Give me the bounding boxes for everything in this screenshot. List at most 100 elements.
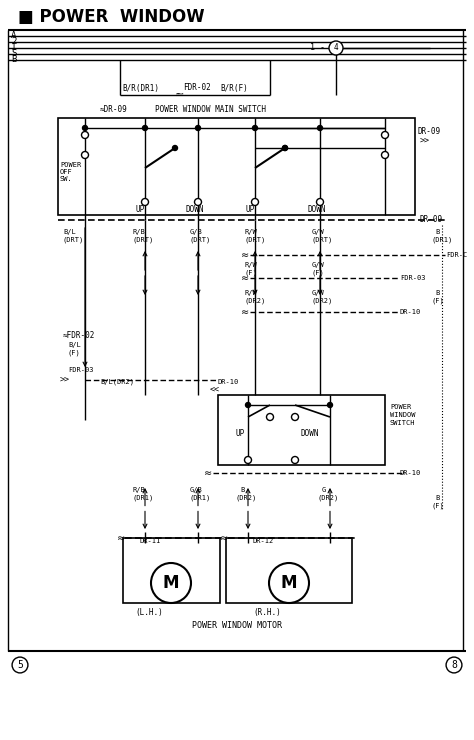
Circle shape [328,403,332,408]
Text: FDR-03: FDR-03 [68,367,93,373]
Text: G/W: G/W [312,262,325,268]
Text: ≈FDR-02: ≈FDR-02 [63,331,95,340]
Text: R/B: R/B [133,229,146,235]
Circle shape [194,198,201,206]
Text: (DR2): (DR2) [236,495,257,501]
Circle shape [318,126,322,130]
Circle shape [245,457,252,463]
Circle shape [283,146,288,150]
Circle shape [151,563,191,603]
Circle shape [143,126,147,130]
Text: (DR2): (DR2) [318,495,339,501]
Text: G/B: G/B [190,487,203,493]
Text: SWITCH: SWITCH [390,420,416,426]
Text: FDR-03: FDR-03 [400,275,426,281]
Text: ≈: ≈ [241,250,249,260]
Text: DR-09: DR-09 [420,215,443,224]
Circle shape [82,126,88,130]
Text: UP: UP [136,206,145,215]
Circle shape [269,563,309,603]
Text: M: M [281,574,297,592]
Text: UP: UP [236,428,245,437]
Text: 1 -: 1 - [310,44,325,53]
Text: DR-10: DR-10 [400,309,421,315]
Text: R/W: R/W [245,229,258,235]
Text: DR-12: DR-12 [253,538,274,544]
Circle shape [173,146,177,150]
Text: (DRT): (DRT) [133,237,154,243]
Text: ≈: ≈ [241,273,249,283]
Text: B: B [435,495,439,501]
Text: DR-10: DR-10 [218,379,239,385]
Text: >>: >> [60,375,70,385]
Text: S: S [11,50,17,58]
Text: (DR2): (DR2) [312,297,333,304]
Text: SW.: SW. [60,176,73,182]
Text: POWER: POWER [390,404,411,410]
Text: POWER: POWER [60,162,81,168]
Text: ■ POWER  WINDOW: ■ POWER WINDOW [18,8,205,26]
Text: (DR1): (DR1) [190,495,211,501]
Text: (DRT): (DRT) [312,237,333,243]
Text: G: G [322,487,326,493]
Text: ≈: ≈ [220,533,228,543]
Text: ≈: ≈ [241,307,249,317]
Text: B/R(F): B/R(F) [220,84,248,92]
Circle shape [195,126,201,130]
Text: ≈: ≈ [175,90,185,100]
Text: A: A [11,32,17,41]
Text: POWER WINDOW MAIN SWITCH: POWER WINDOW MAIN SWITCH [155,106,266,115]
Text: G/B: G/B [190,229,203,235]
Text: B/L(DR2): B/L(DR2) [100,379,134,386]
Text: ≈: ≈ [117,533,125,543]
Text: 4: 4 [334,44,338,53]
Circle shape [246,403,250,408]
Text: (DR2): (DR2) [245,297,266,304]
Text: DOWN: DOWN [301,428,319,437]
Circle shape [253,126,257,130]
Text: B/R(DR1): B/R(DR1) [122,84,159,92]
Text: 1: 1 [11,44,17,53]
Text: WINDOW: WINDOW [390,412,416,418]
Circle shape [142,198,148,206]
Text: M: M [163,574,179,592]
Text: B: B [435,229,439,235]
Text: DR-09: DR-09 [418,127,441,136]
Circle shape [266,414,273,420]
Circle shape [292,414,299,420]
Bar [58,118,415,215]
Circle shape [382,152,389,158]
Circle shape [252,198,258,206]
Text: (F): (F) [432,502,445,509]
Text: OFF: OFF [60,169,73,175]
Text: R/W: R/W [245,262,258,268]
Text: DR-10: DR-10 [400,470,421,476]
Text: (DR1): (DR1) [133,495,154,501]
Text: R/B: R/B [133,487,146,493]
Text: B/L: B/L [68,342,81,348]
Text: 5: 5 [17,660,23,670]
Text: DR-11: DR-11 [140,538,161,544]
Text: POWER WINDOW MOTOR: POWER WINDOW MOTOR [192,622,282,630]
Text: (L.H.): (L.H.) [135,608,163,617]
Bar [218,395,385,465]
Text: (DRT): (DRT) [190,237,211,243]
Text: G/W: G/W [312,290,325,296]
Circle shape [382,132,389,138]
Circle shape [317,198,323,206]
Text: 2: 2 [11,38,17,47]
Text: (F): (F) [312,270,325,276]
Text: UP: UP [246,206,255,215]
Text: DOWN: DOWN [186,206,204,215]
Text: FDR-C: FDR-C [446,252,467,258]
Circle shape [283,146,288,150]
Bar [123,538,220,603]
Text: B/L: B/L [63,229,76,235]
Circle shape [82,152,89,158]
Text: B: B [11,56,17,64]
Text: 8: 8 [451,660,457,670]
Text: (DRT): (DRT) [245,237,266,243]
Text: FDR-02: FDR-02 [183,84,211,92]
Text: (DRT): (DRT) [63,237,84,243]
Text: (DR1): (DR1) [432,237,453,243]
